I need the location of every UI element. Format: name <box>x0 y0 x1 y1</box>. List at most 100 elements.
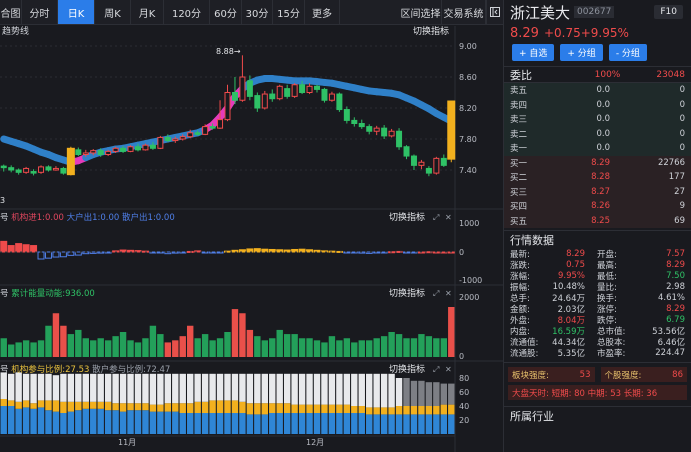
tab-7[interactable]: 30分 <box>242 0 273 24</box>
institution-bar <box>373 414 380 434</box>
expand-icon[interactable]: ⤢ <box>432 365 439 374</box>
retail-bar <box>7 373 15 401</box>
add-watchlist-button[interactable]: + 自选 <box>512 43 555 61</box>
toolbar-right: 区间选择 交易系统 <box>400 0 503 24</box>
flow-bar <box>22 244 30 253</box>
quote-k: 振幅: <box>510 282 530 293</box>
retail-bar <box>97 373 104 402</box>
candle-body <box>276 85 283 100</box>
candle <box>97 148 104 157</box>
collapse-panel-icon[interactable] <box>486 0 503 24</box>
flow-bar <box>320 250 328 253</box>
flow-bar <box>119 249 127 253</box>
quote-v2: 8.29 <box>666 303 685 314</box>
retail-bar <box>67 373 75 402</box>
tab-6[interactable]: 60分 <box>210 0 242 24</box>
institution-bar <box>112 410 119 434</box>
retail-bar <box>119 373 127 404</box>
institution-bar <box>209 413 216 434</box>
institution-bar <box>313 413 321 434</box>
bid-row[interactable]: 买一 8.29 22766 <box>504 155 691 170</box>
bid-row[interactable]: 买三 8.27 27 <box>504 184 691 199</box>
retail-bar <box>269 373 276 404</box>
candle <box>134 143 141 152</box>
energy-bar <box>67 334 75 357</box>
y-axis-label: 2000 <box>459 293 479 302</box>
indicator-name: 趋势线 <box>2 26 29 37</box>
candle <box>82 149 89 157</box>
industry-title[interactable]: 所属行业 <box>504 406 691 424</box>
retail-bar <box>179 373 186 404</box>
bid-row[interactable]: 买五 8.25 69 <box>504 213 691 228</box>
quote-row: 外盘: 8.04万 跌停: 6.79 <box>510 314 685 326</box>
flow-bar <box>261 248 269 253</box>
participation-bar <box>149 404 157 412</box>
level-label: 买四 <box>510 202 528 213</box>
participation-bar <box>254 403 261 415</box>
quote-row: 内盘: 16.59万 总市值: 53.56亿 <box>510 325 685 337</box>
candle <box>60 166 67 175</box>
level-label: 卖五 <box>510 86 528 97</box>
expand-icon[interactable]: ⤢ <box>432 289 439 298</box>
level-label: 卖四 <box>510 100 528 111</box>
ask-row[interactable]: 卖五 0.0 0 <box>504 83 691 98</box>
tab-9[interactable]: 更多 <box>305 0 340 24</box>
candle <box>0 164 7 172</box>
y-axis-label: 80 <box>459 374 469 383</box>
participation-bar <box>283 403 291 413</box>
tab-1[interactable]: 分时 <box>22 0 58 24</box>
quote-k2: 最低: <box>597 271 617 282</box>
quote-k: 涨幅: <box>510 271 530 282</box>
retail-bar <box>134 373 142 404</box>
candle <box>45 165 52 172</box>
tab-8[interactable]: 15分 <box>273 0 305 24</box>
level-label: 买五 <box>510 216 528 227</box>
ask-row[interactable]: 卖二 0.0 0 <box>504 126 691 141</box>
expand-icon[interactable]: ⤢ <box>432 213 439 222</box>
institution-bar <box>75 410 82 434</box>
retail-bar <box>209 373 216 401</box>
retail-bar <box>418 380 425 406</box>
participation-bar <box>418 406 425 415</box>
retail-bar <box>321 373 328 405</box>
level-price: 0.0 <box>596 114 610 125</box>
institution-bar <box>261 414 268 434</box>
quote-v2: 4.61% <box>657 292 685 303</box>
institution-bar <box>403 414 410 434</box>
tab-2[interactable]: 日K <box>58 0 95 24</box>
institution-bar <box>239 413 246 434</box>
ask-row[interactable]: 卖三 0.0 0 <box>504 112 691 127</box>
tab-5[interactable]: 120分 <box>164 0 210 24</box>
panel-title: 号 机构参与比例:27.53 散户参与比例:72.47 <box>0 364 170 375</box>
close-icon[interactable]: ✕ <box>445 289 452 298</box>
ask-row[interactable]: 卖四 0.0 0 <box>504 97 691 112</box>
bid-row[interactable]: 买二 8.28 177 <box>504 170 691 185</box>
candle <box>440 154 447 167</box>
switch-indicator-button: 切换指标 <box>413 26 449 37</box>
tab-0[interactable]: 合图 <box>0 0 22 24</box>
remove-group-button[interactable]: - 分组 <box>608 43 647 61</box>
close-icon[interactable]: ✕ <box>445 365 452 374</box>
trade-system-button[interactable]: 交易系统 <box>442 0 486 24</box>
institution-bar <box>127 410 134 434</box>
f10-button[interactable]: F10 <box>654 5 683 19</box>
ask-row[interactable]: 卖一 0.0 0 <box>504 141 691 156</box>
candle <box>38 165 45 174</box>
participation-bar <box>82 401 89 409</box>
institution-bar <box>201 413 209 434</box>
candle-body <box>358 123 365 128</box>
participation-bar <box>440 404 448 415</box>
panel-title-part: 机构进1:0.00 <box>9 212 64 223</box>
energy-bar <box>276 329 283 357</box>
institution-bar <box>425 414 433 434</box>
tab-3[interactable]: 周K <box>95 0 131 24</box>
range-select-button[interactable]: 区间选择 <box>400 0 442 24</box>
participation-bar <box>261 403 268 415</box>
tab-4[interactable]: 月K <box>131 0 164 24</box>
close-icon[interactable]: ✕ <box>445 213 452 222</box>
add-group-button[interactable]: + 分组 <box>560 43 603 61</box>
bid-row[interactable]: 买四 8.26 9 <box>504 199 691 214</box>
institution-bar <box>216 413 224 434</box>
chart-area[interactable]: 9.00 8.60 8.20 7.80 7.40 趋势线 切换指标 8.88→ 3 号 机构进1:… <box>0 25 503 452</box>
